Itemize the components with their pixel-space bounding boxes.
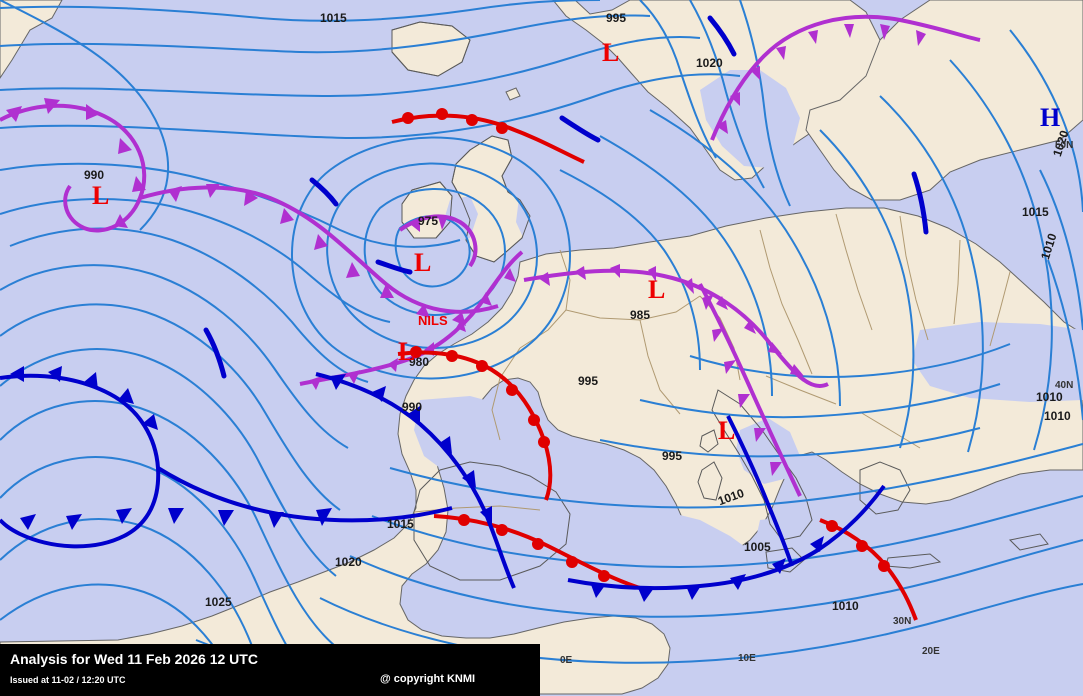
cold-front-iberia <box>315 372 516 589</box>
issued-timestamp: Issued at 11-02 / 12:20 UTC <box>10 675 126 685</box>
warm-front-iberia <box>433 514 641 590</box>
grid-label: 50N <box>1055 140 1074 151</box>
isobar-label: 1010 <box>1036 390 1063 404</box>
warm-front-north-atlantic <box>391 108 585 164</box>
inland-seas <box>414 70 1083 610</box>
isobar-label: 1025 <box>205 595 232 609</box>
isobar-label: 1015 <box>320 11 347 25</box>
low-pressure-symbol: L <box>398 337 416 366</box>
low-pressure-symbol: L <box>718 416 736 445</box>
cold-front-adriatic <box>726 415 794 567</box>
storm-name-label: NILS <box>418 313 448 328</box>
trough-6 <box>911 171 929 235</box>
grid-label: 0E <box>560 655 573 666</box>
high-pressure-symbol: H <box>1040 103 1061 132</box>
warm-front-south-italy <box>819 518 918 621</box>
occluded-front-scandinavia <box>710 14 981 141</box>
grid-label: 40N <box>1055 380 1074 391</box>
isobar-label: 1010 <box>1044 409 1071 423</box>
low-pressure-symbol: L <box>602 38 620 67</box>
isobar-label: 1005 <box>744 540 771 554</box>
analysis-title: Analysis for Wed 11 Feb 2026 12 UTC <box>10 651 258 667</box>
trough-2 <box>375 259 413 275</box>
cold-front-atlantic <box>0 366 453 549</box>
isobar-label: 1015 <box>1022 205 1049 219</box>
trough-lines <box>203 15 929 379</box>
isobar-label: 980 <box>409 355 430 369</box>
grid-label: 30N <box>893 616 912 627</box>
isobar-label: 1015 <box>387 517 414 531</box>
isobar-label: 995 <box>662 449 683 463</box>
occluded-front-italy <box>698 283 802 497</box>
warm-front-biscay <box>397 346 553 501</box>
low-pressure-symbol: L <box>92 181 110 210</box>
isobar-label: 985 <box>630 308 651 322</box>
isobar-label: 995 <box>606 11 627 25</box>
isobar-label: 1010 <box>832 599 859 613</box>
copyright-notice: @ copyright KNMI <box>380 673 476 685</box>
trough-1 <box>309 177 339 207</box>
isobar-label: 990 <box>402 400 423 414</box>
coastlines <box>391 21 1049 581</box>
occluded-front-nils <box>299 214 524 390</box>
trough-5 <box>707 15 737 57</box>
isobar-label: 1020 <box>335 555 362 569</box>
occluded-front-central-europe <box>523 264 829 388</box>
low-pressure-symbol: L <box>648 275 666 304</box>
isobar-label: 995 <box>578 374 599 388</box>
trough-4 <box>559 115 601 143</box>
grid-label: 20E <box>922 646 940 657</box>
trough-3 <box>203 327 227 379</box>
isobar-label: 975 <box>418 214 439 228</box>
isobar-label: 990 <box>84 168 105 182</box>
occluded-front-atlantic <box>0 98 499 326</box>
low-pressure-symbol: L <box>414 248 432 277</box>
cold-front-mediterranean <box>567 484 886 602</box>
isobar-label: 1020 <box>696 56 723 70</box>
chart-footer: Analysis for Wed 11 Feb 2026 12 UTC Issu… <box>0 644 540 696</box>
grid-label: 10E <box>738 653 756 664</box>
